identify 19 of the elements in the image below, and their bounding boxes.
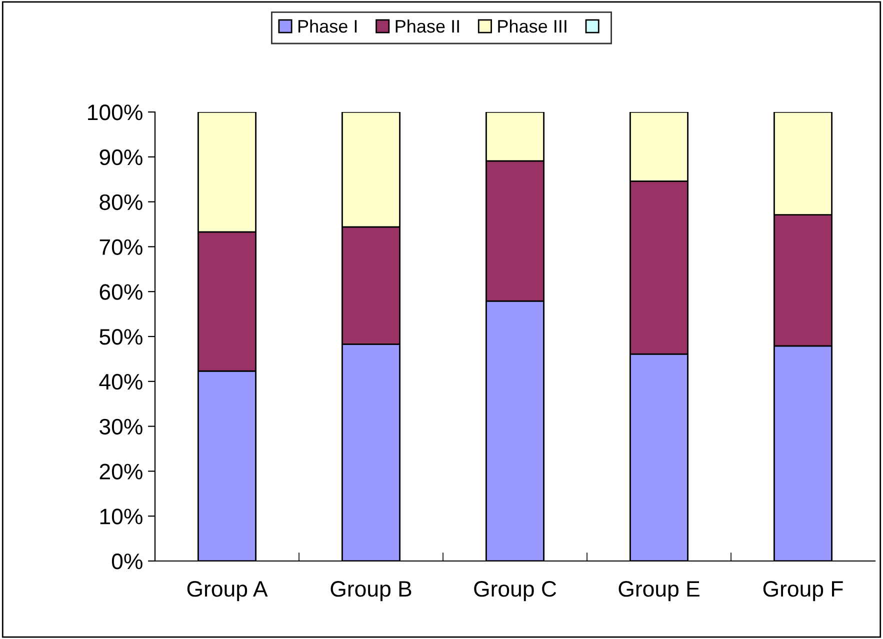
y-tick-label: 10% <box>100 508 142 524</box>
y-tick-label: 90% <box>100 149 142 166</box>
legend-label: Phase II <box>396 19 459 33</box>
y-tick-label: 80% <box>100 194 142 210</box>
y-tick-label: 30% <box>100 418 142 435</box>
y-tick-label: 70% <box>100 239 142 255</box>
x-tick-label: Group E <box>618 581 700 602</box>
x-tick-label: Group A <box>187 581 268 602</box>
legend-label: Phase I <box>298 19 357 33</box>
x-tick-label: Group F <box>763 581 843 602</box>
y-tick-label: 100% <box>88 104 142 120</box>
y-tick-label: 20% <box>100 464 142 480</box>
y-tick-label: 60% <box>100 284 142 300</box>
y-tick-label: 0% <box>112 554 142 570</box>
x-tick-label: Group C <box>474 581 556 602</box>
y-tick-label: 50% <box>100 329 142 345</box>
x-tick-label: Group B <box>330 581 412 602</box>
y-tick-label: 40% <box>99 374 142 390</box>
legend-label: Phase III <box>498 19 566 33</box>
